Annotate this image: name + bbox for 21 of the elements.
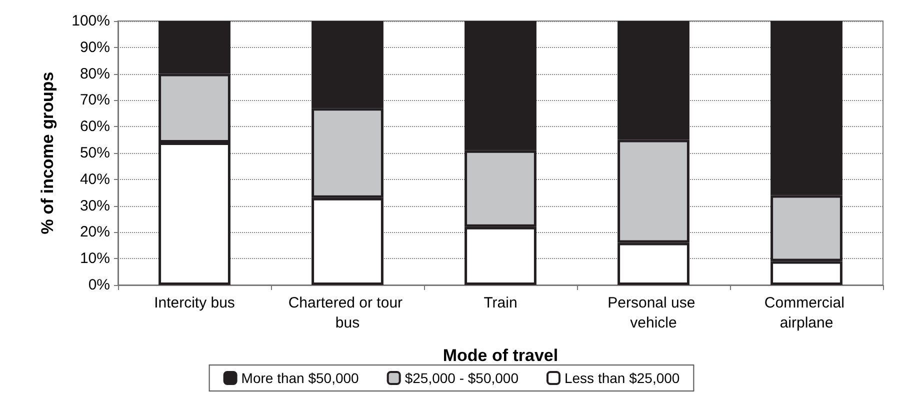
x-tick-label: Intercity bus [154, 294, 235, 312]
y-tick-label: 90% [80, 38, 110, 56]
y-tick-label: 70% [80, 92, 110, 109]
y-tick-label: 30% [80, 197, 110, 214]
y-axis-title: % of income groups [38, 72, 57, 234]
x-axis-title: Mode of travel [442, 346, 558, 365]
legend-label: More than $50,000 [241, 370, 360, 386]
legend-label: $25,000 - $50,000 [404, 370, 519, 386]
y-tick-label: 10% [80, 250, 110, 268]
x-tick-label: Personal use vehicle [608, 294, 700, 332]
y-tick-label: 0% [88, 276, 110, 294]
legend-label: Less than $25,000 [564, 370, 680, 386]
y-tick-label: 50% [80, 144, 110, 162]
y-tick-label: 20% [80, 224, 110, 241]
y-tick-label: 60% [80, 118, 110, 136]
x-tick-label: Train [484, 294, 518, 312]
y-tick-label: 80% [80, 65, 110, 82]
x-tick-label: Commercial airplane [764, 294, 849, 332]
y-tick-label: 40% [80, 170, 110, 188]
x-tick-label: Chartered or tour bus [288, 294, 407, 332]
y-tick-label: 100% [72, 12, 110, 30]
